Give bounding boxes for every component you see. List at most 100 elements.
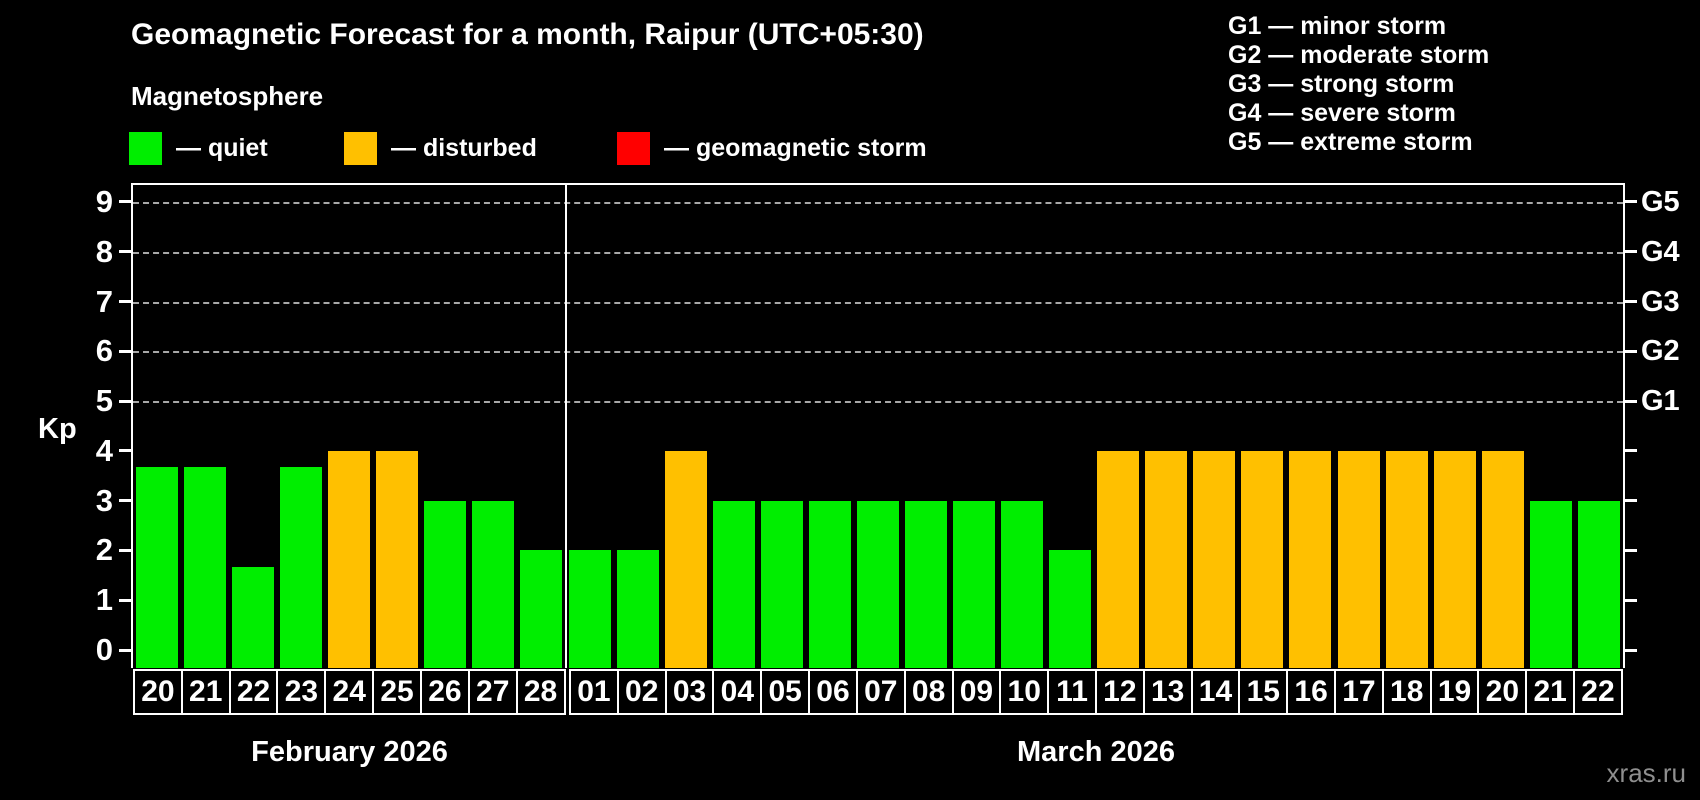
plot-area [131, 183, 1625, 668]
kp-bar [568, 550, 611, 668]
day-label: 09 [951, 671, 1000, 713]
magnetosphere-label: Magnetosphere [131, 81, 324, 111]
kp-bar [424, 500, 467, 668]
y-axis-tick-left [119, 648, 131, 652]
kp-bar [1001, 500, 1044, 668]
day-label: 05 [760, 671, 808, 713]
kp-bar [520, 550, 563, 668]
y-tick-label: 0 [95, 632, 113, 667]
y-axis-tick-right [1625, 200, 1637, 204]
y-axis-tick-left [119, 250, 131, 254]
g4-legend-line: G4 — severe storm [1228, 99, 1456, 127]
gridline-kp9 [133, 201, 1623, 204]
kp-bar [904, 500, 947, 668]
y-tick-label: 9 [95, 183, 113, 219]
y-axis-tick-right [1625, 499, 1637, 503]
day-label: 28 [515, 671, 564, 713]
legend-label-storm: — geomagnetic storm [664, 134, 927, 162]
y-tick-label: 7 [95, 283, 113, 319]
kp-bar [712, 500, 755, 668]
day-label: 21 [1525, 671, 1573, 713]
y-tick-label: 2 [95, 532, 113, 568]
march-day-row: 01 02 03 04 05 06 07 08 09 10 11 12 13 14 15 16 17 18 19 20… [569, 669, 1623, 715]
kp-axis-title: Kp [38, 413, 77, 445]
kp-bar [232, 566, 275, 668]
kp-bar [1577, 500, 1620, 668]
day-label: 26 [419, 671, 468, 713]
y-axis-tick-right [1625, 349, 1637, 353]
day-label: 18 [1381, 671, 1430, 713]
february-day-row: 20 21 22 23 24 25 26 27 28 [133, 669, 566, 715]
y-axis-tick-left [119, 200, 131, 204]
quiet-color-swatch [129, 131, 162, 165]
kp-bar [328, 450, 371, 668]
g2-legend-line: G2 — moderate storm [1228, 41, 1490, 69]
day-label: 12 [1094, 671, 1143, 713]
gridline-kp8 [133, 251, 1623, 254]
y-axis-tick-right [1625, 449, 1637, 453]
y-axis-tick-left [119, 449, 131, 453]
g5-legend-line: G5 — extreme storm [1228, 128, 1473, 156]
g1-legend-line: G1 — minor storm [1228, 12, 1447, 40]
kp-bar [1481, 450, 1524, 668]
day-label: 21 [180, 671, 229, 713]
legend-label-disturbed: — disturbed [391, 134, 537, 162]
g-level-label-g4: G4 [1641, 235, 1680, 268]
day-label: 11 [1047, 671, 1095, 713]
g-level-label-g1: G1 [1641, 385, 1680, 418]
gridline-kp6 [133, 351, 1623, 354]
g-level-label-g5: G5 [1641, 185, 1680, 218]
y-tick-label: 4 [95, 432, 113, 468]
day-label: 08 [903, 671, 952, 713]
day-label: 27 [467, 671, 516, 713]
day-label: 07 [855, 671, 904, 713]
day-label: 22 [1573, 671, 1621, 713]
y-tick-label: 5 [95, 383, 113, 419]
y-axis-tick-left [119, 598, 131, 602]
y-axis-tick-left [119, 349, 131, 353]
kp-bar [472, 500, 515, 668]
day-label: 02 [616, 671, 665, 713]
day-label: 01 [577, 675, 611, 708]
disturbed-color-swatch [344, 131, 377, 165]
y-axis-tick-left [119, 300, 131, 304]
day-label: 15 [1238, 671, 1286, 713]
kp-bar [616, 550, 659, 668]
kp-bar [808, 500, 851, 668]
chart-title: Geomagnetic Forecast for a month, Raipur… [131, 18, 924, 51]
kp-bar [136, 467, 178, 668]
kp-bar [856, 500, 899, 668]
kp-bar [664, 450, 707, 668]
day-label: 10 [999, 671, 1047, 713]
y-tick-label: 6 [95, 333, 113, 369]
kp-bar [184, 467, 227, 668]
kp-bar [1145, 450, 1188, 668]
g3-legend-line: G3 — strong storm [1228, 70, 1455, 98]
gridline-kp5 [133, 401, 1623, 404]
kp-bar [1529, 500, 1572, 668]
y-axis-tick-right [1625, 548, 1637, 552]
day-label: 04 [712, 671, 760, 713]
kp-bar [1193, 450, 1236, 668]
day-label: 03 [664, 671, 713, 713]
storm-color-swatch [617, 131, 650, 165]
y-tick-label: 3 [95, 482, 113, 518]
march-caption: March 2026 [1017, 736, 1175, 768]
g-level-label-g2: G2 [1641, 335, 1680, 368]
day-label: 13 [1142, 671, 1191, 713]
y-axis-tick-right [1625, 300, 1637, 304]
day-label: 06 [808, 671, 856, 713]
y-axis-tick-right [1625, 250, 1637, 254]
legend-item-quiet: — quiet [129, 131, 268, 165]
kp-bar [1241, 450, 1284, 668]
legend-item-disturbed: — disturbed [344, 131, 537, 165]
month-separator-line [564, 185, 567, 668]
legend-item-storm: — geomagnetic storm [617, 131, 927, 165]
day-label: 20 [141, 675, 175, 708]
y-axis-tick-right [1625, 399, 1637, 403]
y-axis-tick-right [1625, 648, 1637, 652]
y-axis-tick-left [119, 499, 131, 503]
day-label: 24 [324, 671, 372, 713]
y-axis-tick-left [119, 548, 131, 552]
y-tick-label: 1 [95, 582, 113, 618]
